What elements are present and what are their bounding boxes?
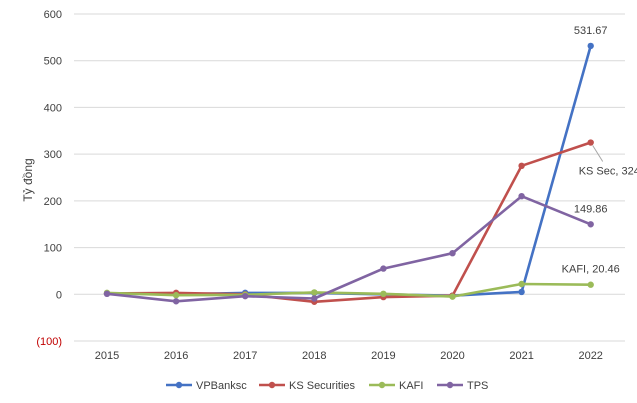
x-tick-label: 2016 bbox=[164, 350, 188, 362]
data-point bbox=[380, 265, 387, 272]
legend-item: TPS bbox=[437, 380, 488, 392]
legend-marker bbox=[268, 381, 276, 389]
legend-label: VPBanksc bbox=[196, 380, 247, 392]
data-point bbox=[518, 192, 525, 200]
data-point bbox=[518, 288, 525, 296]
data-point bbox=[449, 293, 456, 300]
legend: VPBanksc KS Securities KAFI TPS bbox=[166, 380, 488, 392]
x-tick-label: 2022 bbox=[578, 350, 602, 362]
data-point bbox=[587, 221, 594, 228]
data-point bbox=[449, 249, 456, 257]
data-point bbox=[311, 289, 318, 296]
x-tick-label: 2019 bbox=[371, 350, 395, 362]
legend-marker bbox=[446, 381, 454, 389]
y-tick-label: 400 bbox=[44, 102, 62, 114]
y-tick-label: 500 bbox=[44, 56, 62, 68]
data-label: KS Sec, 324.87 bbox=[579, 166, 637, 178]
x-tick-label: 2015 bbox=[95, 350, 119, 362]
legend-label: TPS bbox=[467, 380, 488, 392]
x-tick-label: 2020 bbox=[440, 350, 464, 362]
y-tick-label: 600 bbox=[44, 9, 62, 21]
y-tick-label: 100 bbox=[44, 243, 62, 255]
legend-marker bbox=[175, 381, 183, 389]
x-axis-tick-labels: 2015 2016 2017 2018 2019 2020 2021 2022 bbox=[95, 350, 603, 362]
data-point bbox=[518, 280, 525, 288]
data-point bbox=[518, 162, 525, 170]
legend-marker bbox=[378, 381, 386, 389]
legend-label: KS Securities bbox=[289, 380, 356, 392]
legend-item: KAFI bbox=[369, 380, 423, 392]
x-tick-label: 2018 bbox=[302, 350, 326, 362]
data-label: KAFI, 20.46 bbox=[562, 264, 620, 276]
data-label: 531.67 bbox=[574, 25, 608, 37]
data-point bbox=[587, 281, 594, 288]
series-line bbox=[106, 141, 592, 304]
series-tps bbox=[103, 192, 594, 305]
x-tick-label: 2017 bbox=[233, 350, 257, 362]
y-tick-label: 300 bbox=[44, 149, 62, 161]
data-point bbox=[380, 290, 387, 298]
data-point bbox=[172, 292, 180, 299]
legend-label: KAFI bbox=[399, 380, 423, 392]
y-tick-label: 0 bbox=[56, 289, 62, 301]
y-axis-label: Tỷ đồng bbox=[21, 158, 35, 201]
data-point bbox=[242, 292, 249, 300]
y-tick-label: (100) bbox=[36, 336, 62, 348]
data-label: 149.86 bbox=[574, 203, 608, 215]
legend-item: KS Securities bbox=[259, 380, 356, 392]
series-lines bbox=[103, 42, 594, 305]
x-tick-label: 2021 bbox=[509, 350, 533, 362]
data-point bbox=[587, 139, 594, 146]
series-ks-securities bbox=[103, 139, 594, 305]
data-point bbox=[172, 298, 180, 305]
data-point bbox=[587, 42, 594, 50]
y-tick-label: 200 bbox=[44, 196, 62, 208]
data-point bbox=[103, 290, 111, 298]
legend-item: VPBanksc bbox=[166, 380, 247, 392]
y-axis-tick-labels: (100) 0 100 200 300 400 500 600 bbox=[36, 9, 62, 348]
data-annotations: 531.67 KS Sec, 324.87 149.86 KAFI, 20.46 bbox=[562, 25, 637, 276]
series-line bbox=[106, 194, 592, 303]
annotation-leader-line bbox=[592, 145, 604, 162]
series-line bbox=[106, 282, 591, 298]
data-point bbox=[311, 295, 318, 302]
